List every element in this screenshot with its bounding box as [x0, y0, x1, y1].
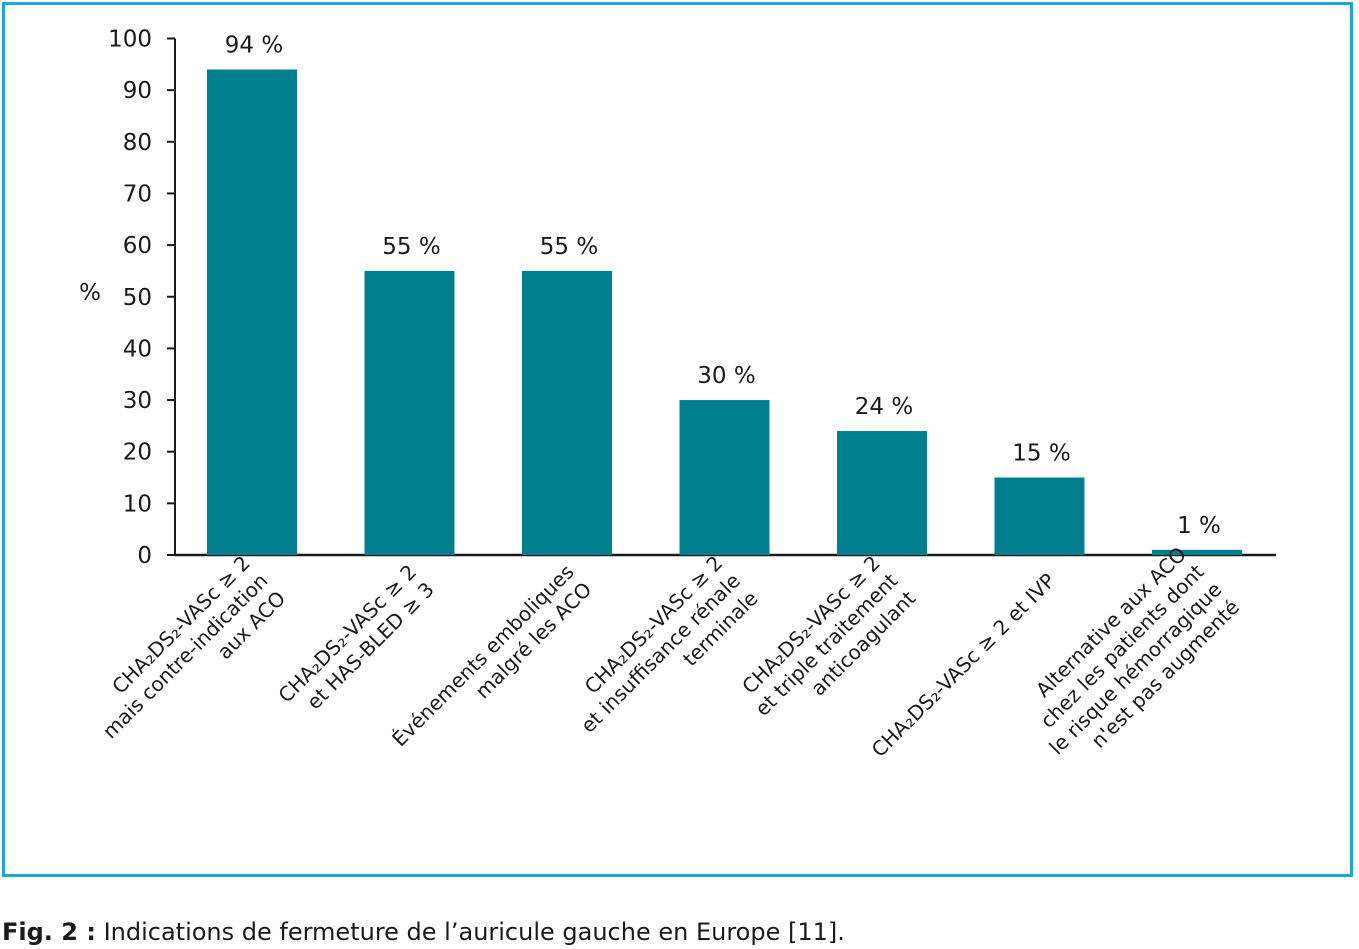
- bar-value-label: 55 %: [540, 234, 598, 260]
- y-tick-label: 70: [123, 181, 152, 207]
- bar: [994, 477, 1085, 555]
- category-label-line: et insuffisance rénale: [576, 569, 745, 738]
- y-tick-label: 20: [123, 440, 152, 466]
- y-tick-label: 30: [123, 388, 152, 414]
- bar-value-label: 15 %: [1012, 441, 1070, 467]
- y-tick-label: 50: [123, 285, 152, 311]
- bar: [1152, 549, 1242, 555]
- y-tick-label: 80: [123, 130, 152, 156]
- caption-lead: Fig. 2 :: [2, 918, 96, 946]
- figure-caption: Fig. 2 : Indications de fermeture de l’a…: [2, 918, 845, 946]
- bar-value-label: 1 %: [1177, 513, 1221, 539]
- category-label: CHA₂DS₂-VASc ≥ 2et HAS-BLED ≥ 3: [273, 560, 438, 725]
- y-axis-label: %: [79, 280, 101, 306]
- figure-frame: [2, 2, 1353, 877]
- category-label: CHA₂DS₂-VASc ≥ 2et triple traitementanti…: [733, 551, 921, 739]
- caption-text: Indications de fermeture de l’auricule g…: [95, 918, 845, 946]
- bar: [522, 270, 612, 555]
- bar: [679, 400, 770, 555]
- y-tick-label: 60: [123, 233, 152, 259]
- y-tick-label: 0: [137, 543, 152, 569]
- category-label-line: mais contre-indication: [98, 569, 273, 744]
- bar: [207, 69, 297, 556]
- bar-chart: 0 10 20 30 40 50 60 70 80 90 100% 94 % CHA₂DS₂-VASc …: [79, 27, 1276, 762]
- bar-value-label: 24 %: [855, 394, 913, 420]
- y-tick-label: 90: [123, 78, 152, 104]
- bar: [837, 431, 927, 555]
- bar-value-label: 30 %: [697, 363, 755, 389]
- y-tick-label: 10: [123, 491, 152, 517]
- category-label: CHA₂DS₂-VASc ≥ 2mais contre-indicationau…: [80, 551, 290, 761]
- bar: [364, 270, 455, 555]
- bar-value-label: 55 %: [382, 234, 440, 260]
- category-label: CHA₂DS₂-VASc ≥ 2et insuffisance rénalete…: [558, 551, 762, 755]
- y-tick-label: 40: [123, 336, 152, 362]
- y-tick-label: 100: [108, 27, 152, 53]
- bar-value-label: 94 %: [225, 32, 283, 58]
